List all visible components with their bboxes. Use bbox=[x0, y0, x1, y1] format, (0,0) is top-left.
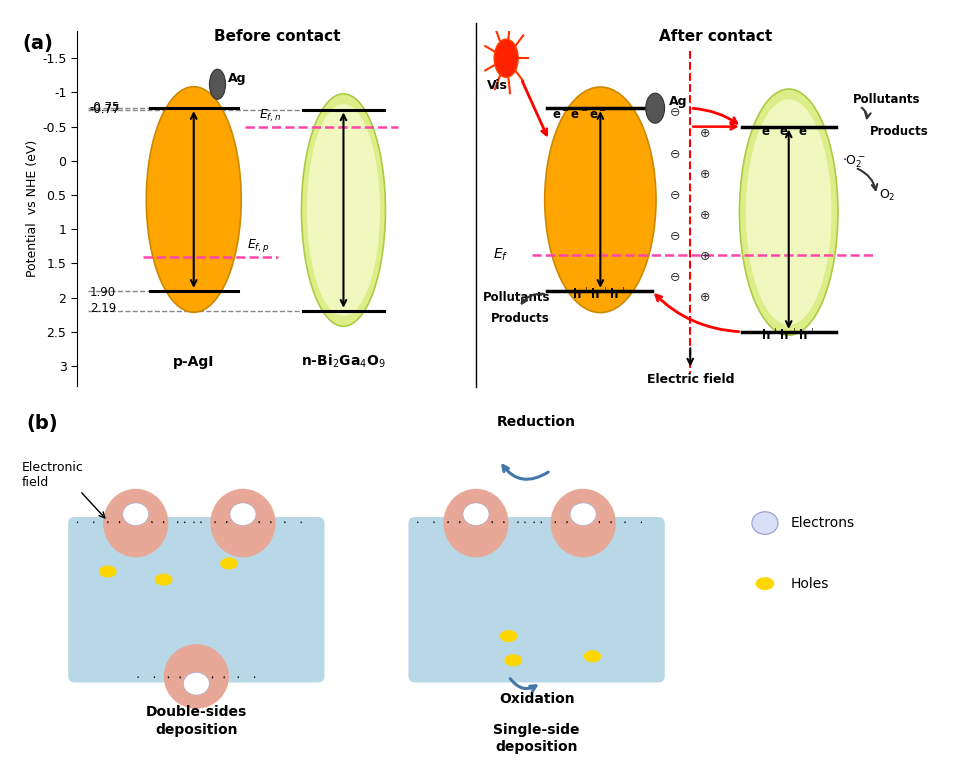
Ellipse shape bbox=[551, 489, 616, 557]
Text: Electronic
field: Electronic field bbox=[21, 461, 84, 489]
Ellipse shape bbox=[505, 654, 522, 666]
Ellipse shape bbox=[163, 644, 229, 709]
Text: Oxidation: Oxidation bbox=[499, 692, 575, 706]
Ellipse shape bbox=[99, 566, 116, 577]
Text: ⊕: ⊕ bbox=[700, 250, 710, 263]
Circle shape bbox=[570, 503, 596, 526]
Ellipse shape bbox=[583, 650, 602, 662]
Text: Pollutants: Pollutants bbox=[853, 93, 921, 106]
Ellipse shape bbox=[755, 577, 775, 590]
FancyBboxPatch shape bbox=[408, 517, 665, 683]
Text: Ag: Ag bbox=[669, 95, 687, 108]
Ellipse shape bbox=[210, 489, 276, 557]
Text: ⊕: ⊕ bbox=[700, 291, 710, 304]
Text: ⊕: ⊕ bbox=[700, 209, 710, 222]
Ellipse shape bbox=[302, 94, 385, 326]
Circle shape bbox=[494, 39, 518, 77]
Text: ⊖: ⊖ bbox=[670, 107, 680, 120]
Text: (b): (b) bbox=[26, 414, 58, 433]
Circle shape bbox=[209, 70, 226, 99]
Text: h$^+$h$^+$h$^+$: h$^+$h$^+$h$^+$ bbox=[573, 288, 628, 303]
Ellipse shape bbox=[307, 104, 380, 316]
Text: e$^-$e$^-$e$^-$: e$^-$e$^-$e$^-$ bbox=[552, 108, 606, 121]
Text: $E_f$: $E_f$ bbox=[493, 247, 508, 264]
Ellipse shape bbox=[146, 87, 241, 312]
Text: ⊖: ⊖ bbox=[670, 271, 680, 284]
Text: (a): (a) bbox=[22, 34, 53, 53]
Text: Products: Products bbox=[870, 125, 928, 138]
Text: ⊖: ⊖ bbox=[670, 230, 680, 243]
Text: O$_2$: O$_2$ bbox=[878, 188, 896, 203]
Ellipse shape bbox=[740, 89, 838, 335]
Ellipse shape bbox=[443, 489, 508, 557]
Circle shape bbox=[184, 673, 209, 695]
Ellipse shape bbox=[103, 489, 168, 557]
Text: Electrons: Electrons bbox=[791, 516, 854, 530]
Ellipse shape bbox=[545, 87, 656, 312]
Text: 2.19: 2.19 bbox=[89, 302, 116, 315]
Text: -0.77: -0.77 bbox=[89, 104, 120, 117]
Circle shape bbox=[752, 512, 778, 534]
FancyBboxPatch shape bbox=[68, 517, 325, 683]
Ellipse shape bbox=[500, 630, 517, 642]
Text: p-AgI: p-AgI bbox=[173, 355, 214, 369]
Circle shape bbox=[463, 503, 489, 526]
Text: -0.75: -0.75 bbox=[89, 101, 120, 114]
Text: n-Bi$_2$Ga$_4$O$_9$: n-Bi$_2$Ga$_4$O$_9$ bbox=[301, 353, 385, 370]
Text: Vis: Vis bbox=[487, 79, 508, 92]
Text: ⊖: ⊖ bbox=[670, 189, 680, 202]
Circle shape bbox=[230, 503, 256, 526]
Text: Double-sides: Double-sides bbox=[146, 705, 247, 719]
Text: ⊕: ⊕ bbox=[700, 168, 710, 181]
Text: After contact: After contact bbox=[659, 29, 773, 44]
Text: Electric field: Electric field bbox=[647, 373, 734, 386]
Circle shape bbox=[123, 503, 149, 526]
Text: Holes: Holes bbox=[791, 577, 829, 591]
Text: e$^-$e$^-$e$^-$: e$^-$e$^-$e$^-$ bbox=[761, 125, 816, 138]
Text: $E_{f,p}$: $E_{f,p}$ bbox=[247, 237, 269, 254]
Text: Single-side: Single-side bbox=[493, 723, 579, 737]
Ellipse shape bbox=[155, 574, 173, 586]
Text: Pollutants: Pollutants bbox=[482, 291, 550, 304]
Circle shape bbox=[646, 93, 665, 123]
Ellipse shape bbox=[746, 99, 831, 325]
Text: ⊕: ⊕ bbox=[700, 127, 710, 140]
Text: Ag: Ag bbox=[229, 73, 247, 85]
Text: deposition: deposition bbox=[495, 741, 578, 754]
Ellipse shape bbox=[220, 557, 237, 570]
Text: Before contact: Before contact bbox=[214, 29, 341, 44]
Text: deposition: deposition bbox=[155, 723, 237, 737]
Text: h$^+$h$^+$h$^+$: h$^+$h$^+$h$^+$ bbox=[761, 329, 817, 344]
Text: $\cdot$O$_2^-$: $\cdot$O$_2^-$ bbox=[842, 153, 866, 170]
Text: 1.90: 1.90 bbox=[89, 286, 115, 299]
Text: ⊖: ⊖ bbox=[670, 148, 680, 161]
Text: Products: Products bbox=[491, 312, 550, 325]
Text: $E_{f,n}$: $E_{f,n}$ bbox=[259, 107, 282, 124]
Text: Reduction: Reduction bbox=[497, 415, 576, 429]
Y-axis label: Potential  vs NHE (eV): Potential vs NHE (eV) bbox=[26, 140, 39, 278]
